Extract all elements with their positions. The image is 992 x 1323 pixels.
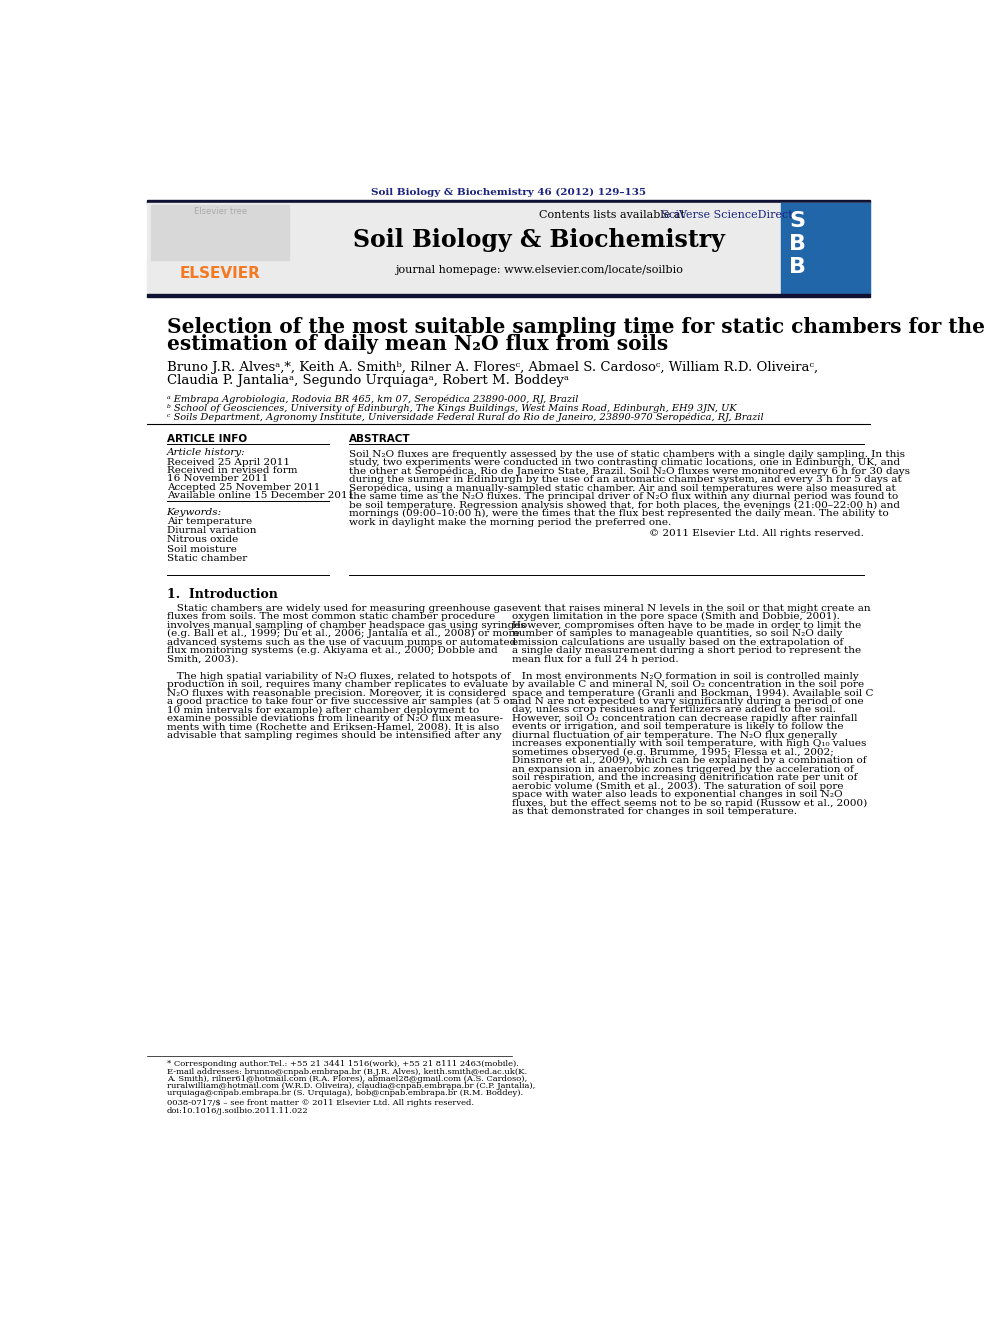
Text: an expansion in anaerobic zones triggered by the acceleration of: an expansion in anaerobic zones triggere… (512, 765, 853, 774)
Text: Keywords:: Keywords: (167, 508, 222, 516)
Text: oxygen limitation in the pore space (Smith and Dobbie, 2001).: oxygen limitation in the pore space (Smi… (512, 613, 839, 622)
Text: * Corresponding author.Tel.: +55 21 3441 1516(work), +55 21 8111 2463(mobile).: * Corresponding author.Tel.: +55 21 3441… (167, 1060, 519, 1068)
Text: ments with time (Rochette and Eriksen-Hamel, 2008). It is also: ments with time (Rochette and Eriksen-Ha… (167, 722, 499, 732)
Bar (151, 205, 289, 261)
Text: during the summer in Edinburgh by the use of an automatic chamber system, and ev: during the summer in Edinburgh by the us… (349, 475, 902, 484)
Text: be soil temperature. Regression analysis showed that, for both places, the eveni: be soil temperature. Regression analysis… (349, 500, 900, 509)
Bar (782, 202, 870, 294)
Bar (147, 200, 870, 202)
Text: estimation of daily mean N₂O flux from soils: estimation of daily mean N₂O flux from s… (167, 335, 668, 355)
Text: fluxes from soils. The most common static chamber procedure: fluxes from soils. The most common stati… (167, 613, 495, 622)
Text: 10 min intervals for example) after chamber deployment to: 10 min intervals for example) after cham… (167, 705, 479, 714)
Text: ABSTRACT: ABSTRACT (349, 434, 411, 445)
Text: urquiaga@cnpab.embrapa.br (S. Urquiaga), bob@cnpab.embrapa.br (R.M. Boddey).: urquiaga@cnpab.embrapa.br (S. Urquiaga),… (167, 1089, 523, 1097)
Text: ARTICLE INFO: ARTICLE INFO (167, 434, 247, 445)
Text: Contents lists available at: Contents lists available at (539, 209, 688, 220)
Text: Diurnal variation: Diurnal variation (167, 527, 256, 534)
Text: Elsevier tree: Elsevier tree (193, 208, 247, 216)
Text: study, two experiments were conducted in two contrasting climatic locations, one: study, two experiments were conducted in… (349, 458, 900, 467)
Text: (e.g. Ball et al., 1999; Du et al., 2006; Jantalia et al., 2008) or more: (e.g. Ball et al., 1999; Du et al., 2006… (167, 630, 519, 639)
Text: flux monitoring systems (e.g. Akiyama et al., 2000; Dobble and: flux monitoring systems (e.g. Akiyama et… (167, 646, 497, 655)
Text: Received in revised form: Received in revised form (167, 466, 298, 475)
Text: day, unless crop residues and fertilizers are added to the soil.: day, unless crop residues and fertilizer… (512, 705, 835, 714)
Text: number of samples to manageable quantities, so soil N₂O daily: number of samples to manageable quantiti… (512, 630, 842, 638)
Text: The high spatial variability of N₂O fluxes, related to hotspots of: The high spatial variability of N₂O flux… (167, 672, 510, 680)
Text: mornings (09:00–10:00 h), were the times that the flux best represented the dail: mornings (09:00–10:00 h), were the times… (349, 509, 889, 519)
Text: Air temperature: Air temperature (167, 517, 252, 525)
Text: Static chamber: Static chamber (167, 554, 247, 562)
Text: N₂O fluxes with reasonable precision. Moreover, it is considered: N₂O fluxes with reasonable precision. Mo… (167, 688, 506, 697)
Text: SciVerse ScienceDirect: SciVerse ScienceDirect (539, 209, 793, 220)
Text: aerobic volume (Smith et al., 2003). The saturation of soil pore: aerobic volume (Smith et al., 2003). The… (512, 782, 843, 791)
Text: ᵃ Embrapa Agrobiologia, Rodovia BR 465, km 07, Seropédica 23890-000, RJ, Brazil: ᵃ Embrapa Agrobiologia, Rodovia BR 465, … (167, 394, 578, 404)
Text: Smith, 2003).: Smith, 2003). (167, 655, 238, 664)
Text: ruralwilliam@hotmail.com (W.R.D. Oliveira), claudia@cnpab.embrapa.br (C.P. Janta: ruralwilliam@hotmail.com (W.R.D. Oliveir… (167, 1082, 535, 1090)
Text: Nitrous oxide: Nitrous oxide (167, 536, 238, 544)
Text: event that raises mineral N levels in the soil or that might create an: event that raises mineral N levels in th… (512, 603, 870, 613)
Text: by available C and mineral N, soil O₂ concentration in the soil pore: by available C and mineral N, soil O₂ co… (512, 680, 864, 689)
Text: Soil N₂O fluxes are frequently assessed by the use of static chambers with a sin: Soil N₂O fluxes are frequently assessed … (349, 450, 905, 459)
Text: space with water also leads to exponential changes in soil N₂O: space with water also leads to exponenti… (512, 790, 842, 799)
Text: advisable that sampling regimes should be intensified after any: advisable that sampling regimes should b… (167, 730, 501, 740)
Text: the same time as the N₂O fluxes. The principal driver of N₂O flux within any diu: the same time as the N₂O fluxes. The pri… (349, 492, 898, 501)
Text: the other at Seropédica, Rio de Janeiro State, Brazil. Soil N₂O fluxes were moni: the other at Seropédica, Rio de Janeiro … (349, 467, 910, 476)
Text: doi:10.1016/j.soilbio.2011.11.022: doi:10.1016/j.soilbio.2011.11.022 (167, 1106, 309, 1115)
Text: a single daily measurement during a short period to represent the: a single daily measurement during a shor… (512, 646, 861, 655)
Text: Article history:: Article history: (167, 448, 245, 458)
Text: as that demonstrated for changes in soil temperature.: as that demonstrated for changes in soil… (512, 807, 797, 816)
Text: Selection of the most suitable sampling time for static chambers for the: Selection of the most suitable sampling … (167, 316, 985, 336)
Text: However, soil O₂ concentration can decrease rapidly after rainfall: However, soil O₂ concentration can decre… (512, 714, 857, 722)
Text: Static chambers are widely used for measuring greenhouse gas: Static chambers are widely used for meas… (167, 603, 511, 613)
Text: Bruno J.R. Alvesᵃ,*, Keith A. Smithᵇ, Rilner A. Floresᶜ, Abmael S. Cardosoᶜ, Wil: Bruno J.R. Alvesᵃ,*, Keith A. Smithᵇ, Ri… (167, 361, 817, 374)
Text: B: B (789, 257, 806, 278)
Text: 0038-0717/$ – see front matter © 2011 Elsevier Ltd. All rights reserved.: 0038-0717/$ – see front matter © 2011 El… (167, 1099, 473, 1107)
Text: In most environments N₂O formation in soil is controlled mainly: In most environments N₂O formation in so… (512, 672, 858, 680)
Text: a good practice to take four or five successive air samples (at 5 or: a good practice to take four or five suc… (167, 697, 514, 706)
Bar (147, 202, 870, 294)
Text: Soil Biology & Biochemistry 46 (2012) 129–135: Soil Biology & Biochemistry 46 (2012) 12… (371, 188, 646, 197)
Text: A. Smith), rilner61@hotmail.com (R.A. Flores), abmael28@gmail.com (A.S. Cardoso): A. Smith), rilner61@hotmail.com (R.A. Fl… (167, 1076, 527, 1084)
Text: events or irrigation, and soil temperature is likely to follow the: events or irrigation, and soil temperatu… (512, 722, 843, 732)
Text: ᶜ Soils Department, Agronomy Institute, Universidade Federal Rural do Rio de Jan: ᶜ Soils Department, Agronomy Institute, … (167, 413, 763, 422)
Text: Dinsmore et al., 2009), which can be explained by a combination of: Dinsmore et al., 2009), which can be exp… (512, 757, 866, 766)
Text: and N are not expected to vary significantly during a period of one: and N are not expected to vary significa… (512, 697, 863, 706)
Bar (147, 294, 870, 296)
Text: mean flux for a full 24 h period.: mean flux for a full 24 h period. (512, 655, 679, 664)
Text: emission calculations are usually based on the extrapolation of: emission calculations are usually based … (512, 638, 843, 647)
Text: However, compromises often have to be made in order to limit the: However, compromises often have to be ma… (512, 620, 861, 630)
Text: ᵇ School of Geosciences, University of Edinburgh, The Kings Buildings, West Main: ᵇ School of Geosciences, University of E… (167, 404, 736, 413)
Text: Accepted 25 November 2011: Accepted 25 November 2011 (167, 483, 320, 492)
Text: Seropédica, using a manually-sampled static chamber. Air and soil temperatures w: Seropédica, using a manually-sampled sta… (349, 484, 896, 493)
Text: Soil Biology & Biochemistry: Soil Biology & Biochemistry (353, 228, 724, 253)
Text: examine possible deviations from linearity of N₂O flux measure-: examine possible deviations from lineari… (167, 714, 503, 722)
Text: ELSEVIER: ELSEVIER (180, 266, 261, 280)
Text: 1.  Introduction: 1. Introduction (167, 589, 278, 602)
Text: production in soil, requires many chamber replicates to evaluate: production in soil, requires many chambe… (167, 680, 508, 689)
Text: Claudia P. Jantaliaᵃ, Segundo Urquiagaᵃ, Robert M. Boddeyᵃ: Claudia P. Jantaliaᵃ, Segundo Urquiagaᵃ,… (167, 374, 568, 388)
Text: S: S (789, 212, 805, 232)
Text: 16 November 2011: 16 November 2011 (167, 475, 268, 483)
Text: B: B (789, 234, 806, 254)
Text: involves manual sampling of chamber headspace gas using syringes: involves manual sampling of chamber head… (167, 620, 526, 630)
Text: fluxes, but the effect seems not to be so rapid (Russow et al., 2000): fluxes, but the effect seems not to be s… (512, 799, 867, 808)
Text: advanced systems such as the use of vacuum pumps or automated: advanced systems such as the use of vacu… (167, 638, 516, 647)
Text: space and temperature (Granli and Bockman, 1994). Available soil C: space and temperature (Granli and Bockma… (512, 688, 873, 697)
Text: diurnal fluctuation of air temperature. The N₂O flux generally: diurnal fluctuation of air temperature. … (512, 730, 836, 740)
Text: © 2011 Elsevier Ltd. All rights reserved.: © 2011 Elsevier Ltd. All rights reserved… (649, 529, 864, 538)
Text: E-mail addresses: brunno@cnpab.embrapa.br (B.J.R. Alves), keith.smith@ed.ac.uk(K: E-mail addresses: brunno@cnpab.embrapa.b… (167, 1068, 527, 1076)
Text: journal homepage: www.elsevier.com/locate/soilbio: journal homepage: www.elsevier.com/locat… (395, 265, 682, 275)
Text: work in daylight make the morning period the preferred one.: work in daylight make the morning period… (349, 517, 671, 527)
Text: sometimes observed (e.g. Brumme, 1995; Flessa et al., 2002;: sometimes observed (e.g. Brumme, 1995; F… (512, 747, 833, 757)
Text: soil respiration, and the increasing denitrification rate per unit of: soil respiration, and the increasing den… (512, 773, 857, 782)
Text: Received 25 April 2011: Received 25 April 2011 (167, 458, 290, 467)
Text: Soil moisture: Soil moisture (167, 545, 236, 553)
Text: increases exponentially with soil temperature, with high Q₁₀ values: increases exponentially with soil temper… (512, 740, 866, 749)
Text: Available online 15 December 2011: Available online 15 December 2011 (167, 491, 354, 500)
